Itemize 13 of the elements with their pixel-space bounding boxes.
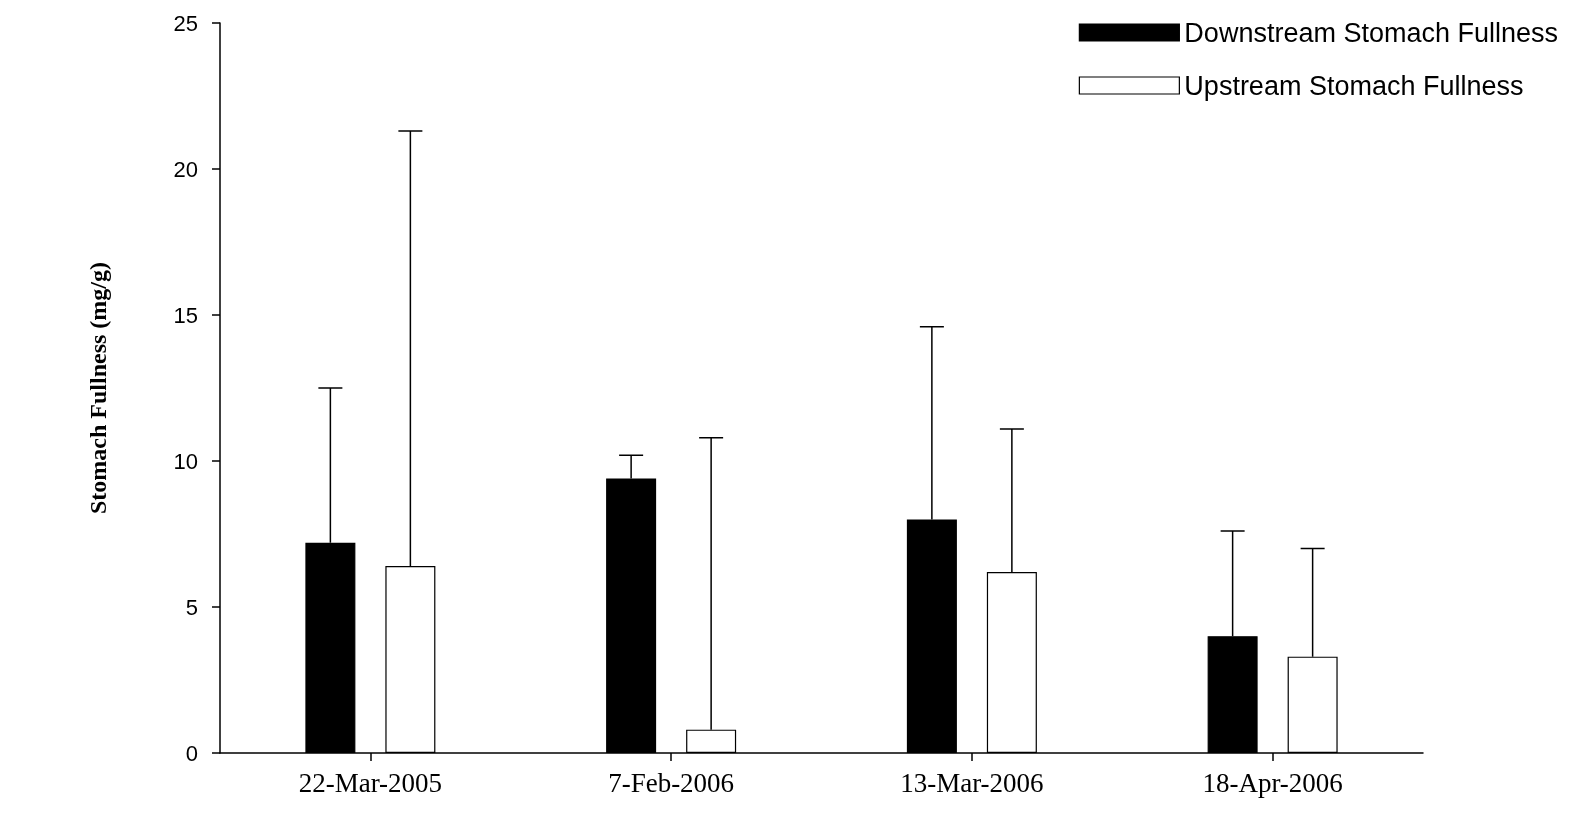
y-tick-label: 25 <box>173 10 198 36</box>
legend-label: Upstream Stomach Fullness <box>1184 70 1524 101</box>
x-tick-label: 13-Mar-2006 <box>900 767 1044 798</box>
y-tick-label: 5 <box>185 594 198 620</box>
y-tick-label: 10 <box>173 448 198 474</box>
x-tick-label: 18-Apr-2006 <box>1202 767 1343 798</box>
y-tick-label: 15 <box>173 302 198 328</box>
x-tick-label: 22-Mar-2005 <box>298 767 443 798</box>
y-axis-title: Stomach Fullness (mg/g) <box>85 262 111 514</box>
legend-label: Downstream Stomach Fullness <box>1184 17 1558 48</box>
x-tick-label: 7-Feb-2006 <box>608 767 735 798</box>
y-tick-label: 0 <box>185 740 198 766</box>
y-tick-label: 20 <box>173 156 198 182</box>
